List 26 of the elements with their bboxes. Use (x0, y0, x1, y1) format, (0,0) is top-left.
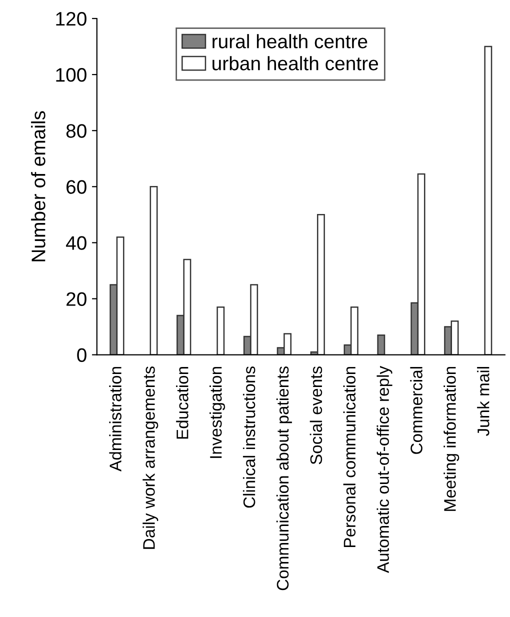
y-tick-label: 20 (66, 292, 86, 306)
x-tick-label: Clinical instructions (242, 366, 256, 508)
bar (216, 306, 225, 355)
bar (484, 46, 492, 355)
x-tick-label: Social events (310, 366, 322, 464)
y-tick-label: 80 (66, 124, 86, 138)
bar (150, 186, 158, 355)
x-tick-label: Commercial (410, 366, 422, 454)
y-tick-label: 0 (77, 348, 86, 362)
y-tick-label: 120 (56, 12, 86, 26)
x-tick-label: Administration (109, 366, 122, 472)
x-tick-label: Education (176, 366, 188, 439)
x-tick-label: Investigation (210, 366, 226, 458)
y-tick-label: 40 (66, 236, 86, 250)
y-axis-title: Number of emails (31, 111, 46, 262)
x-tick-label: Communication about patients (276, 366, 292, 590)
bar (377, 334, 386, 355)
x-tick-label: Meeting information (444, 366, 460, 511)
x-tick-label: Personal communication (343, 366, 356, 548)
y-tick-label: 60 (66, 180, 86, 194)
x-tick-label: Daily work arrangements (142, 366, 158, 549)
x-tick-label: Junk mail (477, 366, 490, 436)
legend-label: urban health centre (212, 56, 378, 70)
y-tick-label: 100 (56, 68, 86, 82)
x-tick-label: Automatic out-of-office reply (376, 366, 392, 574)
legend-label: rural health centre (212, 34, 368, 48)
